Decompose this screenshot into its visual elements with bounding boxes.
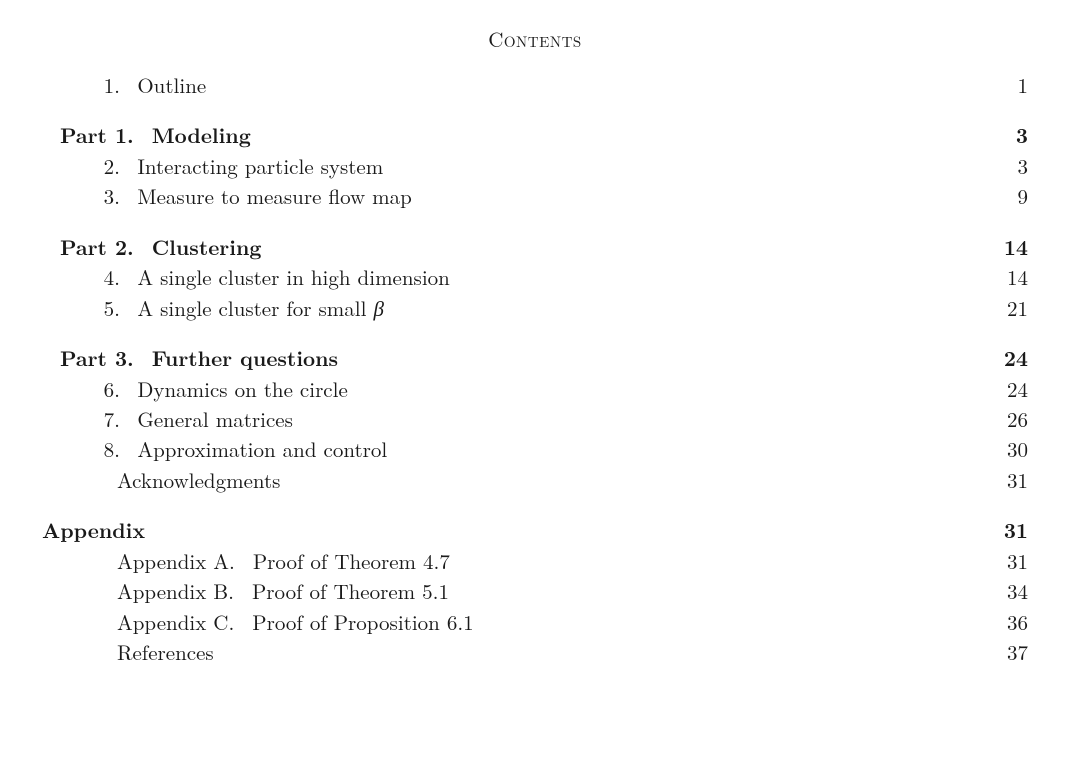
toc-row: Appendix C.Proof of Proposition 6.1 36 xyxy=(42,607,1028,637)
toc-page-number: 31 xyxy=(997,465,1028,495)
toc-row: Part 3.Further questions 24 xyxy=(42,343,1028,373)
toc-page-number: 26 xyxy=(997,404,1028,434)
toc-page-number: 14 xyxy=(992,232,1028,262)
toc-section-title[interactable]: Interacting particle system xyxy=(127,151,383,181)
toc-acknowledgments[interactable]: Acknowledgments xyxy=(42,465,280,495)
toc-page-number: 21 xyxy=(997,293,1028,323)
toc-entry-left: Part 3.Further questions xyxy=(42,343,338,373)
toc-entry-left: 1.Outline xyxy=(42,70,206,100)
toc-entry-left: 4.A single cluster in high dimension xyxy=(42,262,450,292)
toc-section-number: 4. xyxy=(42,262,127,292)
toc-appendix-title[interactable]: Proof of Proposition 6.1 xyxy=(234,607,473,637)
toc-row: 5.A single cluster for small β21 xyxy=(42,293,1028,323)
toc-row: 4.A single cluster in high dimension 14 xyxy=(42,262,1028,292)
toc-part-label: Part 3. xyxy=(42,343,134,373)
toc-row: Appendix B.Proof of Theorem 5.1 34 xyxy=(42,576,1028,606)
toc-appendix-title[interactable]: Proof of Theorem 4.7 xyxy=(235,546,450,576)
toc-entry-left: Appendix C.Proof of Proposition 6.1 xyxy=(42,607,474,637)
toc-appendix-label: Appendix C. xyxy=(42,607,234,637)
toc-section-title[interactable]: General matrices xyxy=(127,404,293,434)
toc-section-number: 3. xyxy=(42,181,127,211)
toc-section-number: 8. xyxy=(42,434,127,464)
toc-entry-left: Appendix B.Proof of Theorem 5.1 xyxy=(42,576,449,606)
toc-entry-left: References xyxy=(42,637,214,667)
toc-gap xyxy=(42,212,1028,232)
toc-row: 6.Dynamics on the circle 24 xyxy=(42,374,1028,404)
toc-row: Part 2.Clustering 14 xyxy=(42,232,1028,262)
toc-row: Part 1.Modeling 3 xyxy=(42,120,1028,150)
toc-entry-left: Part 2.Clustering xyxy=(42,232,261,262)
toc-row: 3.Measure to measure flow map 9 xyxy=(42,181,1028,211)
toc-entry-left: 7.General matrices xyxy=(42,404,293,434)
toc-page-number: 3 xyxy=(997,151,1028,181)
toc-section-title-text: A single cluster for small xyxy=(137,293,373,323)
toc-page-number: 34 xyxy=(997,576,1028,606)
toc-entry-left: 6.Dynamics on the circle xyxy=(42,374,348,404)
toc-part-title[interactable]: Clustering xyxy=(134,232,262,262)
toc-row: Acknowledgments 31 xyxy=(42,465,1028,495)
beta-symbol: β xyxy=(373,293,383,323)
toc-row: 1.Outline 1 xyxy=(42,70,1028,100)
toc-appendix-heading[interactable]: Appendix xyxy=(42,515,145,545)
toc-row: Appendix 31 xyxy=(42,515,1028,545)
toc-entry-left: 3.Measure to measure flow map xyxy=(42,181,412,211)
toc-section-title[interactable]: Measure to measure flow map xyxy=(127,181,411,211)
toc-gap xyxy=(42,495,1028,515)
toc-entry-left: Part 1.Modeling xyxy=(42,120,251,150)
toc-row: 7.General matrices 26 xyxy=(42,404,1028,434)
toc-section-title[interactable]: Outline xyxy=(127,70,206,100)
toc-section-number: 7. xyxy=(42,404,127,434)
toc-section-title[interactable]: A single cluster in high dimension xyxy=(127,262,450,292)
toc-section-number: 6. xyxy=(42,374,127,404)
toc-page-number: 14 xyxy=(997,262,1028,292)
contents-heading: Contents xyxy=(42,24,1028,54)
toc-section-number: 1. xyxy=(42,70,127,100)
toc-row: References 37 xyxy=(42,637,1028,667)
toc-row: 8.Approximation and control 30 xyxy=(42,434,1028,464)
toc-appendix-label: Appendix B. xyxy=(42,576,234,606)
toc-page-number: 31 xyxy=(992,515,1028,545)
toc-section-number: 2. xyxy=(42,151,127,181)
toc-page-number: 37 xyxy=(997,637,1028,667)
toc-part-title[interactable]: Modeling xyxy=(134,120,251,150)
toc-section-title[interactable]: A single cluster for small β xyxy=(127,293,384,323)
toc-page-number: 1 xyxy=(997,70,1028,100)
toc-row: Appendix A.Proof of Theorem 4.7 31 xyxy=(42,546,1028,576)
toc-entry-left: 8.Approximation and control xyxy=(42,434,387,464)
toc-page-number: 9 xyxy=(997,181,1028,211)
toc-page-number: 31 xyxy=(997,546,1028,576)
toc-row: 2.Interacting particle system 3 xyxy=(42,151,1028,181)
toc-section-title[interactable]: Dynamics on the circle xyxy=(127,374,347,404)
toc-part-label: Part 1. xyxy=(42,120,134,150)
toc-appendix-label: Appendix A. xyxy=(42,546,235,576)
toc-entry-left: 2.Interacting particle system xyxy=(42,151,383,181)
toc-section-number: 5. xyxy=(42,293,127,323)
toc-page-number: 30 xyxy=(997,434,1028,464)
toc-gap xyxy=(42,100,1028,120)
toc-page-number: 36 xyxy=(997,607,1028,637)
toc-entry-left: Appendix A.Proof of Theorem 4.7 xyxy=(42,546,450,576)
toc-page-number: 3 xyxy=(992,120,1028,150)
toc-entry-left: Appendix xyxy=(42,515,145,545)
toc-page-number: 24 xyxy=(997,374,1028,404)
toc-section-title[interactable]: Approximation and control xyxy=(127,434,387,464)
table-of-contents: 1.Outline1Part 1.Modeling32.Interacting … xyxy=(42,70,1028,667)
toc-entry-left: 5.A single cluster for small β xyxy=(42,293,384,323)
toc-appendix-title[interactable]: Proof of Theorem 5.1 xyxy=(234,576,449,606)
toc-references[interactable]: References xyxy=(42,637,214,667)
toc-part-title[interactable]: Further questions xyxy=(134,343,338,373)
toc-page-number: 24 xyxy=(992,343,1028,373)
toc-gap xyxy=(42,323,1028,343)
toc-part-label: Part 2. xyxy=(42,232,134,262)
toc-entry-left: Acknowledgments xyxy=(42,465,280,495)
